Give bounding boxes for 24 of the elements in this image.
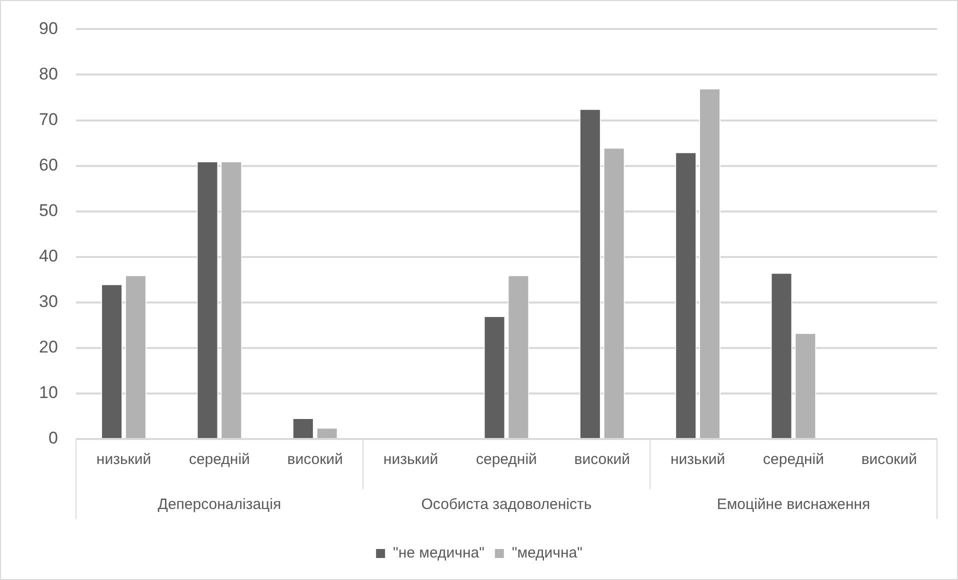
text: Деперсоналізація: [158, 496, 282, 514]
y-tick-label: 40: [38, 246, 58, 266]
y-tick-label: 10: [38, 383, 58, 402]
y-tick-label: 70: [38, 110, 58, 129]
x-tick-label: низький: [670, 451, 726, 468]
x-tick-label: високий: [287, 451, 343, 468]
x-tick-label: високий: [861, 451, 918, 468]
x-tick-label: високий: [574, 451, 630, 468]
y-tick-label: 60: [38, 155, 58, 174]
legend-label: "медична": [512, 544, 582, 562]
text: Емоційне виснаження: [716, 496, 870, 514]
y-tick-label: 90: [38, 18, 58, 38]
x-tick-label: середній: [476, 451, 537, 468]
y-tick-label: 80: [38, 64, 58, 84]
x-tick-label: низький: [96, 451, 152, 468]
y-tick-label: 50: [38, 201, 58, 220]
x-tick-label: низький: [383, 451, 438, 468]
x-tick-label: середній: [763, 451, 824, 468]
text: Особиста задоволеність: [421, 496, 592, 514]
legend-label: "не медична": [393, 544, 484, 562]
y-tick-label: 0: [48, 428, 58, 448]
y-tick-label: 20: [38, 338, 58, 357]
x-tick-label: середній: [188, 451, 250, 468]
y-tick-label: 30: [38, 292, 58, 312]
